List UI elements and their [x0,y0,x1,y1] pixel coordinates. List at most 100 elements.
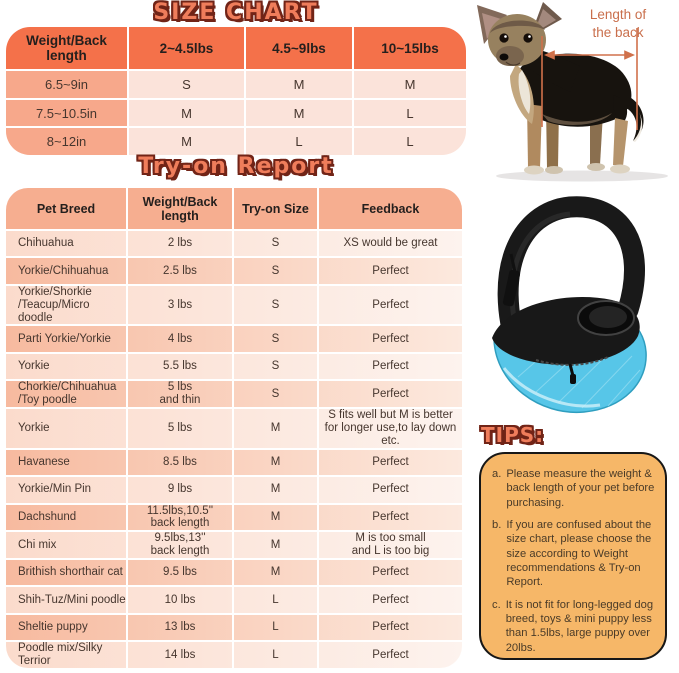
size-chart-column-header: 10~15lbs [352,27,466,69]
tryon-cell: M [232,409,317,448]
size-chart-cell: M [244,99,352,127]
tryon-cell: Perfect [317,449,462,476]
tryon-cell: Yorkie/Chihuahua [18,264,109,277]
tryon-cell: Parti Yorkie/Yorkie [18,332,111,345]
size-chart-cell: L [352,99,466,127]
tryon-cell: S [232,353,317,380]
tryon-cell: Perfect [317,258,462,284]
tryon-cell: Chorkie/Chihuahua /Toy poodle [18,381,117,407]
tryon-cell: Chi mix [18,538,57,551]
tip-text: It is not fit for long-legged dog breed,… [505,598,654,654]
size-chart-row: 8~12in M L L [6,128,466,155]
tips-box: a. Please measure the weight & back lengt… [479,452,667,660]
tryon-row: Yorkie 5.5 lbs S Perfect [6,353,462,380]
sling-carrier-photo [478,192,670,424]
tryon-cell: 4 lbs [126,326,232,352]
tryon-cell: Perfect [317,381,462,408]
tip-text: If you are confused about the size chart… [506,518,652,589]
tryon-cell: Sheltie puppy [18,621,88,634]
tryon-cell: L [232,642,317,668]
size-chart-cell: M [352,71,466,98]
tryon-cell: M [232,560,317,586]
tryon-cell: S [232,258,317,284]
tryon-cell: Perfect [317,587,462,613]
size-chart-column-header: 4.5~9lbs [244,27,352,69]
tryon-cell: S [232,285,317,325]
size-chart-header-row: Weight/Back length 2~4.5lbs 4.5~9lbs 10~15l… [6,27,466,69]
size-chart-row: 7.5~10.5in M M L [6,99,466,127]
chihuahua-photo [477,2,668,182]
tryon-row: Yorkie/Min Pin 9 lbs M Perfect [6,477,462,503]
size-chart-cell: 7.5~10.5in [6,99,127,127]
tryon-cell: M [232,449,317,476]
tip-marker: a. [492,468,502,480]
tryon-cell: 9.5 lbs [126,560,232,586]
tryon-cell: Perfect [317,326,462,352]
tryon-column-header: Weight/Back length [126,188,232,229]
tryon-report-table: Pet Breed Weight/Back length Try-on Size Fe… [6,188,462,668]
tryon-cell: M [232,504,317,531]
tip-marker: b. [492,518,502,531]
tryon-cell: Poodle mix/Silky Terrior [18,642,103,668]
tryon-cell: Yorkie/Min Pin [18,483,92,496]
tryon-cell: Havanese [18,455,70,468]
tryon-cell: Perfect [317,353,462,380]
tryon-cell: 5.5 lbs [126,353,232,380]
tryon-cell: M is too small and L is too big [317,532,462,559]
tryon-cell: 9 lbs [126,477,232,503]
size-chart-cell: S [127,71,244,98]
tryon-cell: 9.5lbs,13'' back length [126,532,232,559]
tryon-row: Chi mix 9.5lbs,13'' back length M M is too … [6,532,462,559]
size-chart-cell: L [244,128,352,155]
back-length-measure-lines [541,28,638,130]
tryon-row: Dachshund 11.5lbs,10.5'' back length M Perf… [6,504,462,531]
tryon-cell: M [232,477,317,503]
tip-item: b. If you are confused about the size cha… [492,518,657,590]
tryon-cell: Yorkie [18,421,50,434]
tryon-cell: L [232,587,317,613]
tryon-cell: 11.5lbs,10.5'' back length [126,504,232,531]
tryon-cell: 5 lbs and thin [126,381,232,408]
size-chart-cell: M [127,128,244,155]
tryon-cell: 13 lbs [126,614,232,641]
tip-item: c. It is not fit for long-legged dog bree… [492,598,657,655]
tryon-row: Chihuahua 2 lbs S XS would be great [6,231,462,257]
tryon-cell: Perfect [317,614,462,641]
tryon-row: Yorkie/Shorkie /Teacup/Micro doodle 3 lbs… [6,285,462,325]
size-chart-cell: M [127,99,244,127]
tryon-cell: Yorkie [18,360,50,373]
tryon-cell: S [232,326,317,352]
size-chart-column-header: Weight/Back length [26,33,107,63]
tips-title: TIPS: [481,423,545,447]
back-length-label: Length of the back [589,7,647,40]
size-chart-table: Weight/Back length 2~4.5lbs 4.5~9lbs 10~15l… [6,27,466,155]
tryon-row: Poodle mix/Silky Terrior 14 lbs L Perfect [6,642,462,668]
tryon-cell: 8.5 lbs [126,449,232,476]
size-chart-cell: L [352,128,466,155]
sling-bag-illustration [492,196,647,414]
size-chart-cell: 8~12in [6,128,127,155]
tryon-cell: 14 lbs [126,642,232,668]
tryon-cell: Shih-Tuz/Mini poodle [18,593,126,606]
tryon-cell: S [232,231,317,257]
tryon-cell: 2.5 lbs [126,258,232,284]
tryon-cell: Perfect [317,477,462,503]
size-chart-row: 6.5~9in S M M [6,71,466,98]
tip-item: a. Please measure the weight & back lengt… [492,467,657,510]
tryon-column-header: Pet Breed [36,201,96,216]
tryon-row: Havanese 8.5 lbs M Perfect [6,449,462,476]
size-chart-cell: 6.5~9in [6,71,127,98]
tryon-cell: 5 lbs [126,409,232,448]
tryon-row: Chorkie/Chihuahua /Toy poodle 5 lbs and t… [6,381,462,408]
tryon-cell: S [232,381,317,408]
tryon-cell: Yorkie/Shorkie /Teacup/Micro doodle [18,285,92,324]
tryon-cell: 3 lbs [126,285,232,325]
tryon-cell: 10 lbs [126,587,232,613]
tryon-row: Sheltie puppy 13 lbs L Perfect [6,614,462,641]
tryon-cell: Brithish shorthair cat [18,566,123,579]
tip-marker: c. [492,598,501,611]
tryon-row: Brithish shorthair cat 9.5 lbs M Perfect [6,560,462,586]
size-chart-column-header: 2~4.5lbs [127,27,244,69]
size-chart-cell: M [244,71,352,98]
tryon-cell: Perfect [317,560,462,586]
